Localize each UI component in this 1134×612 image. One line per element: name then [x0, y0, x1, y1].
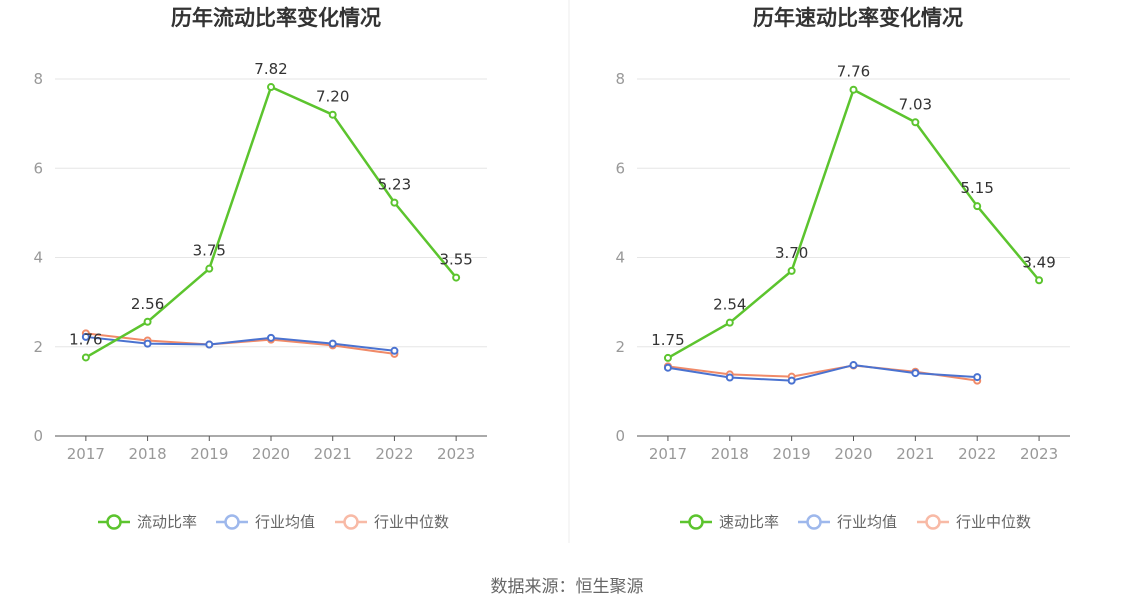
quick-ratio-chart: 历年速动比率变化情况 0 2 4 6 8 2017 2018 2019 2020 2021 2022 2… [615, 6, 1070, 531]
x-tick-label: 2017 [649, 445, 687, 463]
data-point-average [81, 332, 90, 341]
legend-marker-icon [688, 514, 704, 530]
series-line-average [85, 335, 395, 352]
legend-label: 行业均值 [255, 513, 315, 531]
y-tick-label: 6 [33, 159, 43, 177]
current-ratio-chart: 历年流动比率变化情况 0 2 4 6 8 2017 2018 2019 2020 2021 2022 2… [33, 6, 487, 531]
data-point-average [663, 363, 672, 372]
data-point-main [725, 318, 734, 327]
series-line-median [85, 332, 395, 355]
y-tick-label: 8 [615, 70, 625, 88]
data-point-main [452, 273, 461, 282]
y-tick-label: 6 [615, 159, 625, 177]
y-tick-label: 2 [615, 338, 625, 356]
x-tick-label: 2021 [314, 445, 352, 463]
legend-item-average[interactable]: 行业均值 [216, 513, 315, 531]
data-point-average [787, 376, 796, 385]
x-tick-label: 2018 [128, 445, 166, 463]
data-point-main [328, 110, 337, 119]
x-tick-label: 2020 [252, 445, 290, 463]
y-tick-label: 0 [33, 427, 43, 445]
data-point-average [267, 333, 275, 342]
data-label: 1.76 [69, 330, 102, 348]
data-point-main [143, 317, 152, 326]
legend-item-main[interactable]: 速动比率 [680, 513, 779, 531]
source-note: 数据来源：恒生聚源 [491, 577, 644, 597]
chart-title: 历年速动比率变化情况 [753, 6, 963, 30]
data-point-main [81, 353, 90, 362]
legend-marker-icon [806, 514, 822, 530]
data-point-main [267, 83, 275, 92]
legend-item-median[interactable]: 行业中位数 [917, 513, 1031, 531]
data-label: 3.75 [193, 242, 226, 260]
data-point-main [663, 353, 672, 362]
chart-title: 历年流动比率变化情况 [171, 6, 381, 30]
legend-label: 行业中位数 [374, 513, 449, 531]
data-label: 3.49 [1022, 253, 1055, 271]
x-tick-label: 2022 [958, 445, 996, 463]
data-label: 2.54 [713, 296, 746, 314]
data-label: 7.82 [254, 60, 287, 78]
data-point-average [390, 346, 399, 355]
x-tick-label: 2023 [1020, 445, 1058, 463]
x-tick-label: 2023 [437, 445, 475, 463]
legend-marker-icon [106, 514, 122, 530]
y-tick-label: 4 [33, 249, 43, 267]
data-label: 5.23 [378, 176, 411, 194]
data-label: 3.55 [439, 251, 472, 269]
y-tick-label: 0 [615, 427, 625, 445]
x-tick-label: 2022 [375, 445, 413, 463]
data-label: 1.75 [651, 331, 684, 349]
data-point-main [911, 118, 920, 127]
legend-marker-icon [925, 514, 941, 530]
legend-marker-icon [343, 514, 359, 530]
series-line-main [85, 85, 458, 359]
data-point-average [328, 339, 337, 348]
legend-item-average[interactable]: 行业均值 [798, 513, 897, 531]
x-tick-label: 2019 [773, 445, 811, 463]
data-point-average [205, 340, 214, 349]
x-tick-label: 2020 [834, 445, 872, 463]
legend-marker-icon [224, 514, 240, 530]
data-label: 3.70 [775, 244, 808, 262]
data-label: 7.76 [837, 63, 870, 81]
x-tick-label: 2019 [190, 445, 228, 463]
data-point-average [911, 369, 920, 378]
legend-label: 速动比率 [719, 513, 779, 531]
y-tick-label: 8 [33, 70, 43, 88]
data-point-main [205, 264, 214, 273]
data-point-main [973, 202, 982, 211]
data-point-main [849, 85, 858, 94]
data-label: 5.15 [961, 179, 994, 197]
data-label: 2.56 [131, 295, 164, 313]
legend-label: 行业均值 [837, 513, 897, 531]
series-line-main [667, 88, 1041, 359]
y-tick-label: 4 [615, 249, 625, 267]
series-line-average [667, 364, 978, 382]
x-tick-label: 2018 [711, 445, 749, 463]
x-tick-label: 2021 [896, 445, 934, 463]
legend-item-main[interactable]: 流动比率 [98, 513, 197, 531]
data-point-average [973, 373, 982, 382]
data-label: 7.03 [899, 95, 932, 113]
data-point-average [143, 339, 152, 348]
legend-label: 流动比率 [137, 513, 197, 531]
data-label: 7.20 [316, 88, 349, 106]
legend-label: 行业中位数 [956, 513, 1031, 531]
data-point-average [849, 361, 858, 370]
x-tick-label: 2017 [67, 445, 105, 463]
y-tick-label: 2 [33, 338, 43, 356]
data-point-main [1035, 276, 1044, 285]
legend-item-median[interactable]: 行业中位数 [335, 513, 449, 531]
data-point-main [787, 266, 796, 275]
data-point-main [390, 198, 399, 207]
data-point-average [725, 373, 734, 382]
